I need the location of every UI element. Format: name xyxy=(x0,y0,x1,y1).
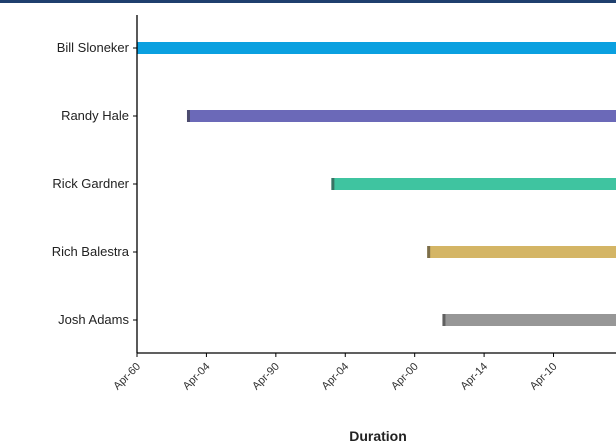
x-tick-label: Apr-04 xyxy=(181,361,213,393)
x-tick-label: Apr-90 xyxy=(250,361,282,393)
bar-rick-gardner xyxy=(331,178,616,190)
category-label: Randy Hale xyxy=(61,108,129,123)
category-label: Rich Balestra xyxy=(52,244,130,259)
category-label: Josh Adams xyxy=(58,312,129,327)
category-label: Bill Sloneker xyxy=(57,40,130,55)
bar-randy-hale xyxy=(186,110,616,122)
bar-start-cap xyxy=(442,314,446,326)
x-axis-title: Duration xyxy=(349,428,407,444)
x-tick-label: Apr-10 xyxy=(528,361,560,393)
x-tick-label: Apr-60 xyxy=(111,361,143,393)
x-tick-label: Apr-14 xyxy=(458,361,490,393)
bar-start-cap xyxy=(427,246,431,258)
bar-rich-balestra xyxy=(427,246,616,258)
top-rule xyxy=(0,0,616,3)
bar-start-cap xyxy=(186,110,190,122)
x-tick-label: Apr-00 xyxy=(389,361,421,393)
x-tick-label: Apr-04 xyxy=(320,361,352,393)
x-tick-labels: Apr-60 Apr-04 Apr-90 Apr-04 Apr-00 Apr-14 Apr-… xyxy=(111,353,560,393)
bar-josh-adams xyxy=(442,314,616,326)
bar-start-cap xyxy=(331,178,335,190)
bar-group xyxy=(137,42,616,326)
category-label: Rick Gardner xyxy=(52,176,129,191)
category-labels: Bill Sloneker Randy Hale Rick Gardner Rich … xyxy=(52,40,137,327)
bar-bill-sloneker xyxy=(137,42,616,54)
